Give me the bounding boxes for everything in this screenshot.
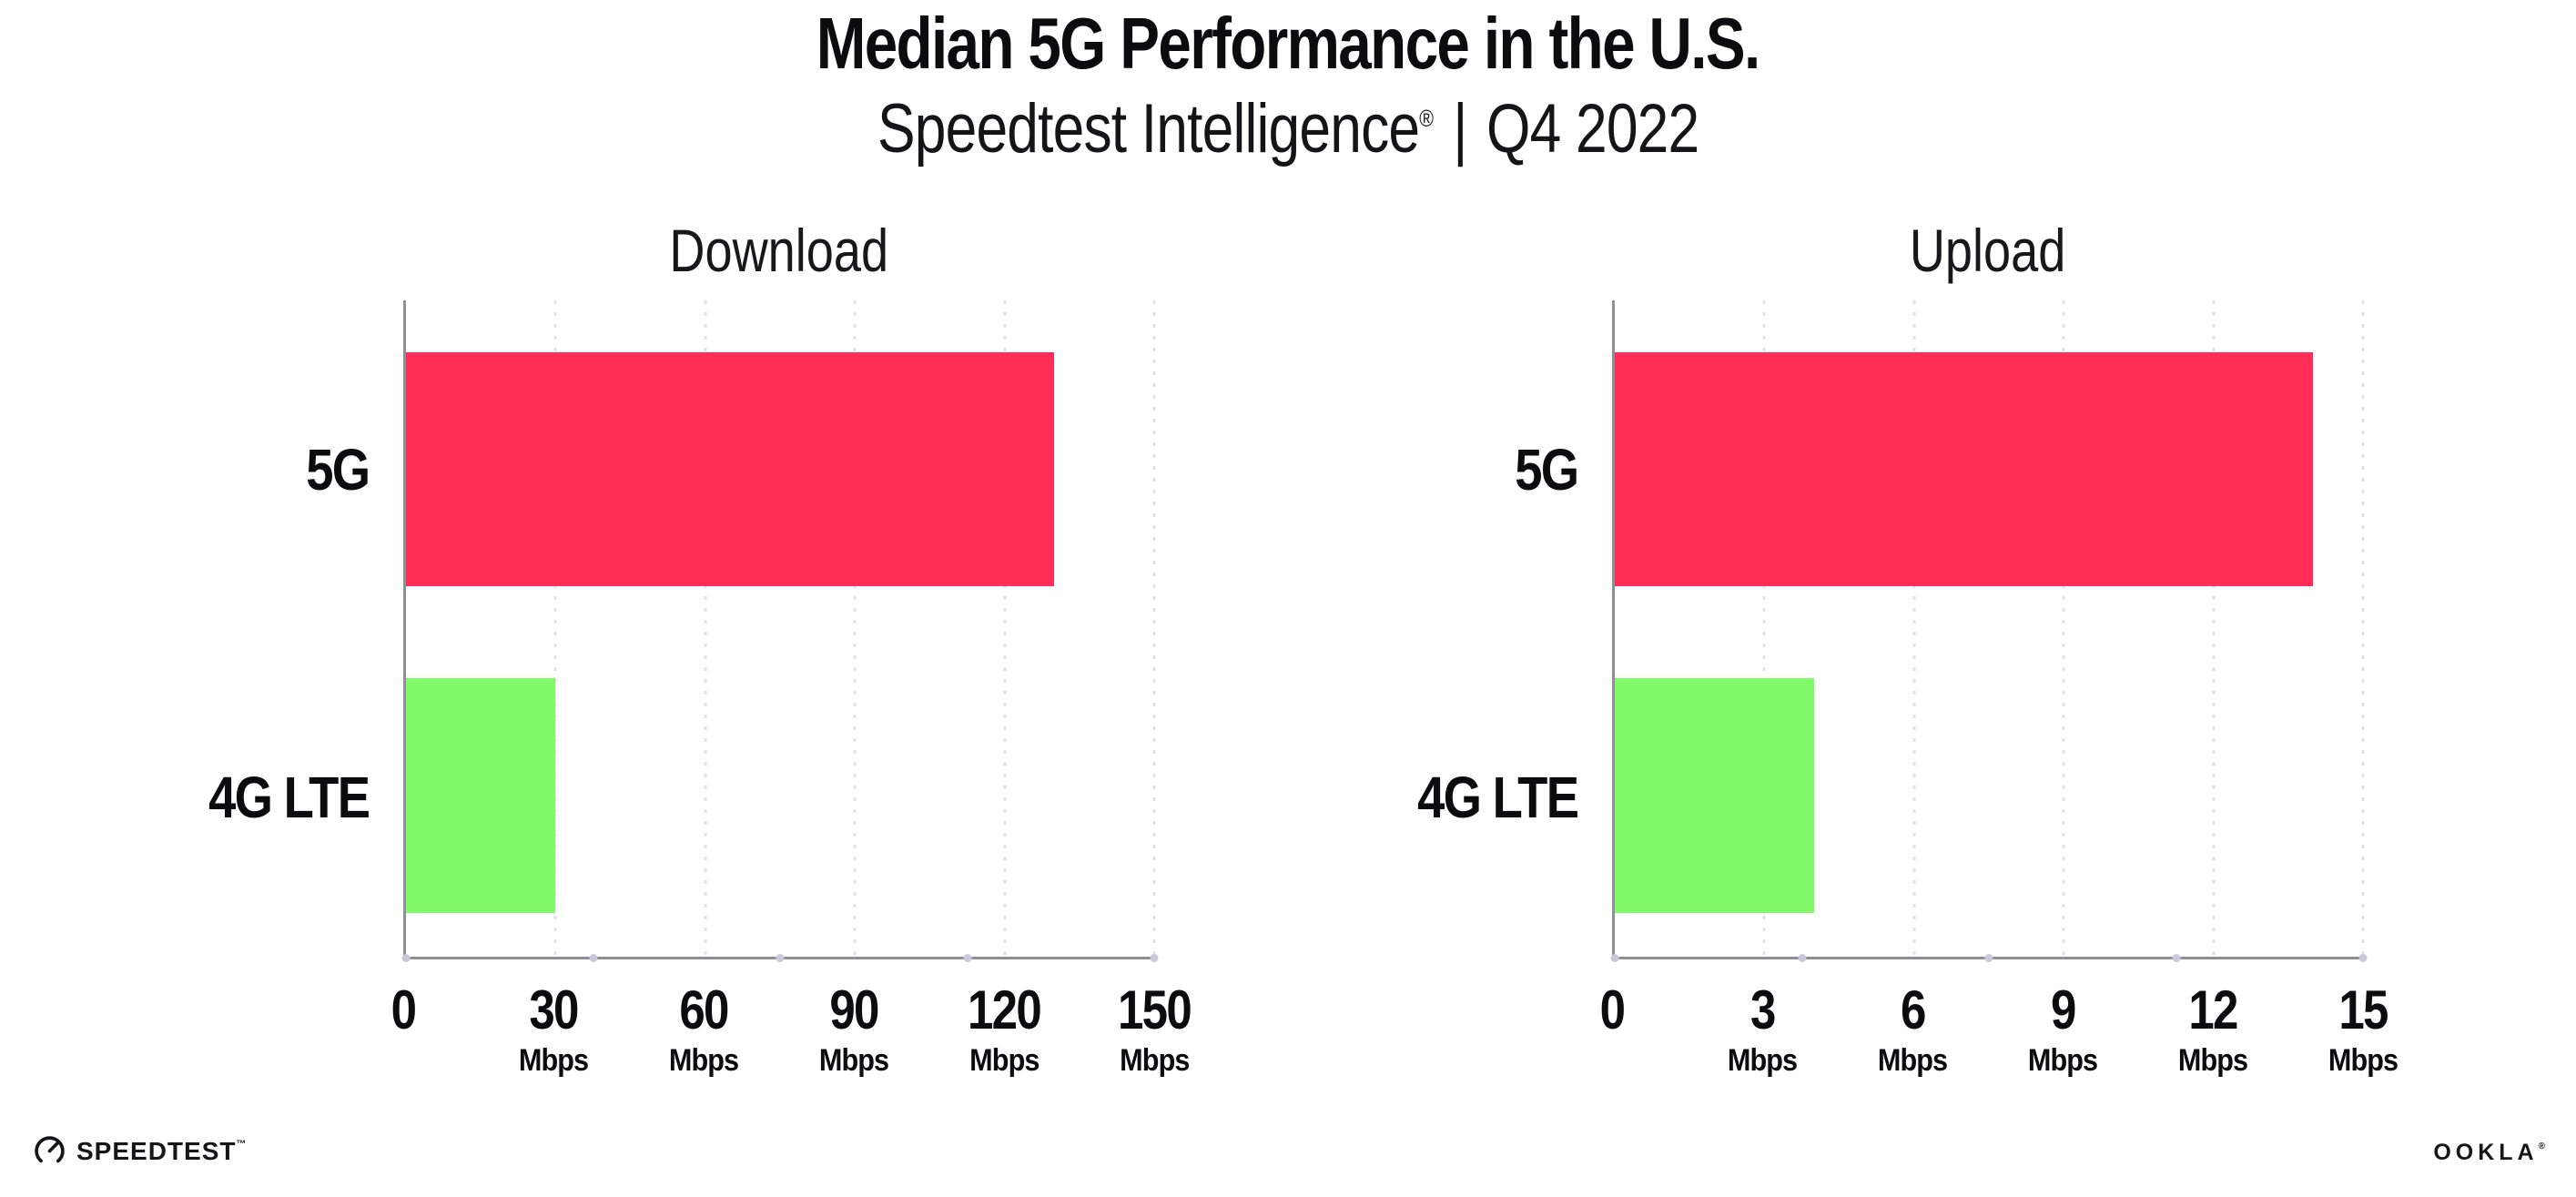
bar-5g-download	[406, 351, 1055, 586]
axis-tick-dot	[1798, 954, 1806, 962]
x-tick-unit: Mbps	[1727, 1043, 1798, 1078]
axis-tick-dot	[589, 954, 597, 962]
gridline-90-mbps	[853, 300, 857, 959]
x-tick-3: 3 Mbps	[1724, 979, 1801, 1078]
download-plot-area	[401, 300, 1159, 962]
axis-tick-dot	[1610, 954, 1619, 962]
upload-chart-title: Upload	[1612, 220, 2363, 280]
x-tick-9: 9 Mbps	[2024, 979, 2102, 1078]
x-tick-value: 3	[1749, 979, 1776, 1040]
x-tick-unit: Mbps	[2177, 1043, 2248, 1078]
x-tick-value: 90	[829, 979, 879, 1040]
x-tick-0: 0	[389, 983, 417, 1076]
upload-plot-area	[1610, 300, 2368, 962]
x-tick-value: 6	[1900, 979, 1926, 1040]
page-subtitle-text: Speedtest Intelligence® | Q4 2022	[877, 91, 1699, 167]
x-tick-value: 15	[2338, 979, 2388, 1040]
axis-tick-dot	[776, 954, 785, 962]
x-tick-value: 30	[529, 979, 579, 1040]
upload-chart-panel: Upload 5G 4G LTE 0 3 Mbps 6 Mbps 9 Mbps 12 Mbps 15 M…	[1417, 220, 2399, 1076]
gridline-15-mbps	[2361, 300, 2365, 959]
x-tick-unit: Mbps	[2328, 1043, 2399, 1078]
axis-tick-dot	[963, 954, 971, 962]
x-tick-60: 60 Mbps	[665, 979, 743, 1078]
bar-4g-lte-download	[406, 677, 556, 913]
x-tick-unit: Mbps	[668, 1043, 739, 1078]
row-label-5g: 5G	[1514, 437, 1579, 503]
x-tick-value: 60	[679, 979, 729, 1040]
gridline-3-mbps	[1762, 300, 1766, 959]
speedtest-wordmark: SPEEDTEST™	[76, 1136, 247, 1165]
download-chart-panel: Download 5G 4G LTE 0 30 Mbps 60 Mbps 90 Mbps 120 M…	[208, 220, 1192, 1076]
speedtest-trademark: ™	[236, 1138, 247, 1150]
x-tick-unit: Mbps	[1119, 1043, 1190, 1078]
download-chart-title-text: Download	[669, 217, 888, 284]
x-tick-unit: Mbps	[818, 1043, 889, 1078]
x-tick-value: 12	[2188, 979, 2238, 1040]
ookla-logo: OOKLA®	[2433, 1141, 2545, 1164]
gridline-12-mbps	[2212, 300, 2216, 959]
x-tick-0: 0	[1597, 983, 1626, 1076]
ookla-registered-mark: ®	[2538, 1141, 2545, 1151]
gridline-120-mbps	[1003, 300, 1007, 959]
row-label-4g-lte: 4G LTE	[1416, 764, 1579, 830]
x-tick-unit: Mbps	[1877, 1043, 1948, 1078]
bar-5g-upload	[1615, 351, 2314, 586]
gridline-30-mbps	[553, 300, 557, 959]
page-title-text: Median 5G Performance in the U.S.	[816, 3, 1760, 84]
row-label-4g-lte: 4G LTE	[208, 764, 370, 830]
x-tick-120: 120 Mbps	[961, 979, 1047, 1078]
gridline-6-mbps	[1912, 300, 1916, 959]
page-subtitle: Speedtest Intelligence® | Q4 2022	[0, 91, 2576, 167]
subtitle-brand: Speedtest Intelligence	[877, 90, 1420, 167]
x-tick-30: 30 Mbps	[515, 979, 593, 1078]
axis-tick-dot	[1984, 954, 1993, 962]
x-tick-15: 15 Mbps	[2325, 979, 2402, 1078]
x-tick-unit: Mbps	[969, 1043, 1040, 1078]
x-tick-12: 12 Mbps	[2175, 979, 2252, 1078]
axis-tick-dot	[401, 954, 411, 962]
axis-tick-dot	[2358, 954, 2368, 962]
speedtest-gauge-icon	[33, 1134, 66, 1168]
x-tick-unit	[389, 1045, 417, 1076]
x-tick-value: 0	[1599, 979, 1626, 1040]
x-tick-unit: Mbps	[518, 1043, 589, 1078]
speedtest-logo: SPEEDTEST™	[33, 1134, 246, 1168]
x-tick-unit: Mbps	[2027, 1043, 2098, 1078]
speedtest-wordmark-text: SPEEDTEST	[76, 1136, 237, 1165]
gridline-60-mbps	[704, 300, 707, 959]
ookla-wordmark-text: OOKLA	[2433, 1140, 2539, 1165]
gridline-150-mbps	[1152, 300, 1156, 959]
x-tick-150: 150 Mbps	[1111, 979, 1197, 1078]
x-tick-value: 150	[1118, 979, 1192, 1040]
registered-mark: ®	[1419, 105, 1434, 132]
x-tick-90: 90 Mbps	[816, 979, 893, 1078]
x-tick-value: 120	[968, 979, 1042, 1040]
subtitle-divider: |	[1453, 90, 1467, 167]
page-title: Median 5G Performance in the U.S.	[0, 5, 2576, 82]
upload-chart-title-text: Upload	[1909, 217, 2066, 284]
x-tick-unit	[1597, 1045, 1626, 1076]
axis-tick-dot	[2172, 954, 2180, 962]
subtitle-period: Q4 2022	[1486, 90, 1699, 167]
gridline-9-mbps	[2062, 300, 2065, 959]
x-tick-value: 9	[2050, 979, 2076, 1040]
download-chart-title: Download	[403, 220, 1154, 280]
x-tick-value: 0	[390, 979, 417, 1040]
axis-tick-dot	[1150, 954, 1159, 962]
bar-4g-lte-upload	[1615, 677, 1815, 913]
row-label-5g: 5G	[305, 437, 370, 503]
x-tick-6: 6 Mbps	[1874, 979, 1952, 1078]
